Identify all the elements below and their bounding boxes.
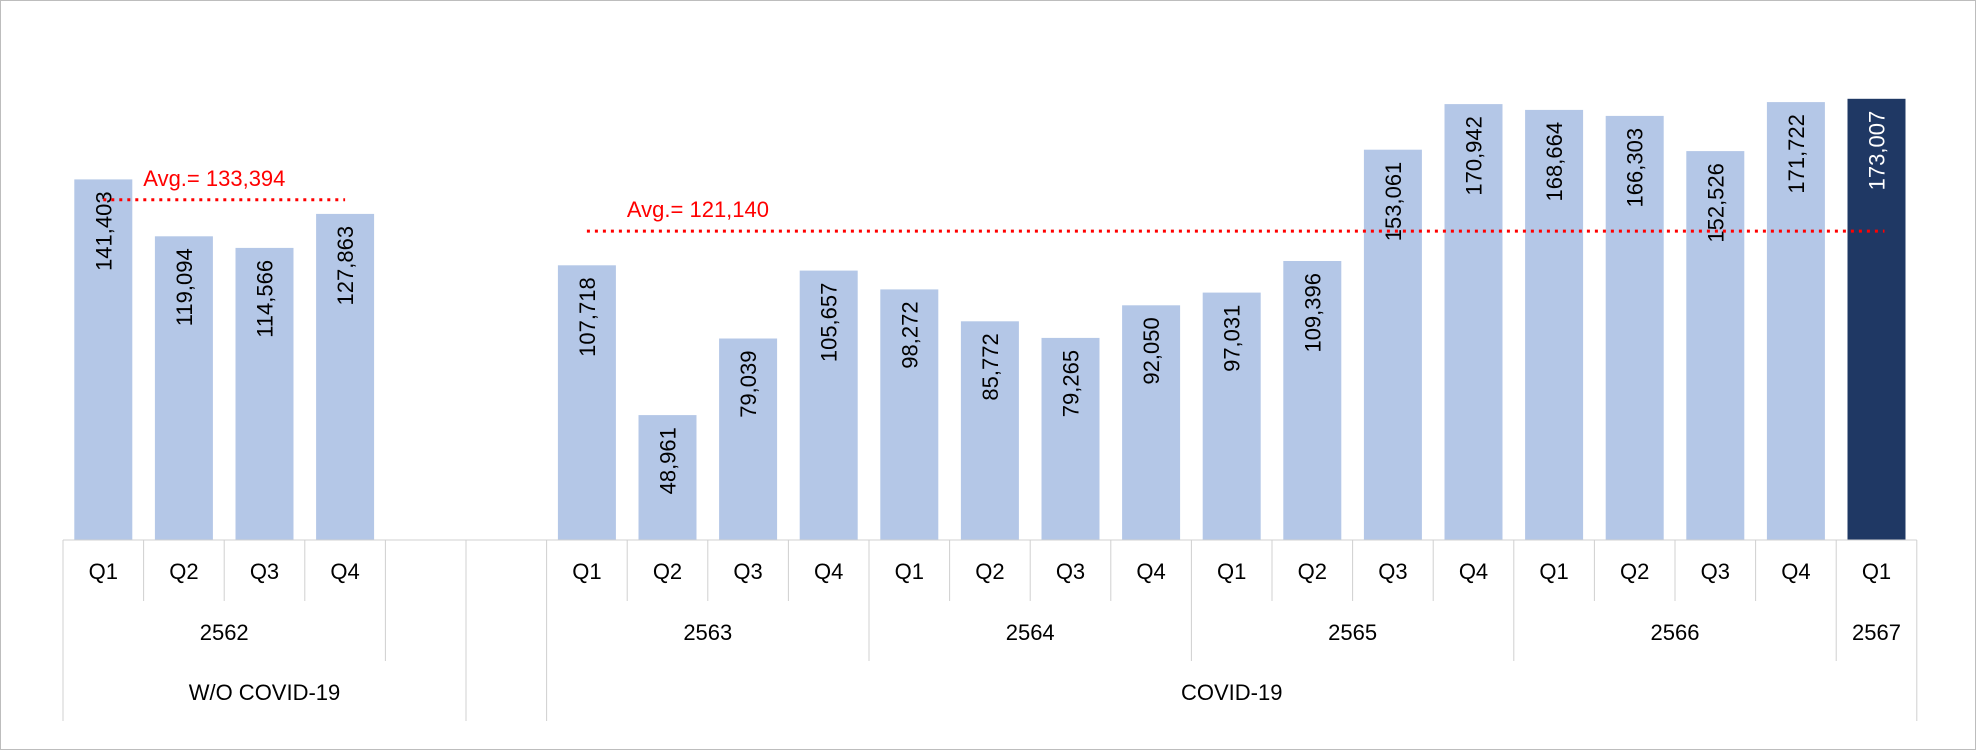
year-label-2564: 2564 xyxy=(1006,620,1055,645)
bar-2563-q3 xyxy=(719,338,778,540)
quarter-tick-label-2565-q3: Q3 xyxy=(1378,559,1407,584)
bar-2564-q4 xyxy=(1122,305,1181,540)
bar-value-label-2566-q3: 152,526 xyxy=(1703,163,1728,243)
bar-2563-q1 xyxy=(557,265,616,540)
avg-label-covid-19: Avg.= 121,140 xyxy=(627,197,769,222)
quarter-tick-label-2566-q3: Q3 xyxy=(1701,559,1730,584)
year-label-2567: 2567 xyxy=(1852,620,1901,645)
quarter-tick-label-2566-q1: Q1 xyxy=(1539,559,1568,584)
quarter-tick-label-2564-q1: Q1 xyxy=(895,559,924,584)
bar-value-label-2563-q1: 107,718 xyxy=(575,277,600,357)
bar-value-label-2565-q4: 170,942 xyxy=(1462,116,1487,196)
avg-label-w-o-covid-19: Avg.= 133,394 xyxy=(143,166,285,191)
bar-2567-q1 xyxy=(1847,98,1906,541)
quarter-tick-label-2564-q3: Q3 xyxy=(1056,559,1085,584)
quarter-tick-label-2565-q1: Q1 xyxy=(1217,559,1246,584)
category-axis-group: Q1 Q2 Q3 Q4 Q1 Q2 Q3 Q4 Q1 Q2 Q3 Q4 Q1 Q2 Q3 Q4 Q1 Q2 Q3 Q4… xyxy=(62,539,1918,721)
year-label-2566: 2566 xyxy=(1651,620,1700,645)
quarter-tick-label-2563-q1: Q1 xyxy=(572,559,601,584)
bar-2564-q3 xyxy=(1041,337,1100,540)
bars-group: 141,403 119,094 114,566 127,863 107,718 48,96… xyxy=(74,98,1906,541)
bar-value-label-2566-q1: 168,664 xyxy=(1542,122,1567,202)
quarter-tick-label-2565-q4: Q4 xyxy=(1459,559,1488,584)
quarter-tick-label-2563-q4: Q4 xyxy=(814,559,843,584)
year-label-2562: 2562 xyxy=(200,620,249,645)
bar-value-label-2563-q3: 79,039 xyxy=(736,351,761,418)
bar-value-label-2566-q4: 171,722 xyxy=(1784,114,1809,194)
bar-value-label-2562-q3: 114,566 xyxy=(253,260,278,338)
bar-2566-q1 xyxy=(1525,109,1584,541)
bar-2566-q4 xyxy=(1766,102,1825,540)
quarter-tick-label-2565-q2: Q2 xyxy=(1298,559,1327,584)
bar-value-label-2563-q2: 48,961 xyxy=(656,427,681,494)
bar-2562-q2 xyxy=(154,236,213,541)
bar-2565-q2 xyxy=(1283,261,1342,540)
bar-2565-q1 xyxy=(1202,292,1261,540)
bar-value-label-2562-q2: 119,094 xyxy=(172,248,197,326)
quarter-tick-label-2562-q3: Q3 xyxy=(250,559,279,584)
bar-2564-q2 xyxy=(960,321,1019,540)
period-label-w-o-covid-19: W/O COVID-19 xyxy=(189,680,341,705)
quarter-tick-label-2562-q1: Q1 xyxy=(89,559,118,584)
quarter-tick-label-2562-q2: Q2 xyxy=(169,559,198,584)
average-lines-group: Avg.= 133,394 Avg.= 121,140 xyxy=(103,166,1885,233)
bar-value-label-2566-q2: 166,303 xyxy=(1623,128,1648,208)
bar-value-label-2564-q3: 79,265 xyxy=(1059,350,1084,417)
bar-2562-q1 xyxy=(74,179,133,540)
bar-value-label-2564-q2: 85,772 xyxy=(978,333,1003,400)
bar-value-label-2567-q1: 173,007 xyxy=(1865,111,1890,191)
bar-2564-q1 xyxy=(880,289,939,540)
quarter-tick-label-2566-q2: Q2 xyxy=(1620,559,1649,584)
bar-2563-q4 xyxy=(799,270,858,540)
quarter-tick-label-2563-q2: Q2 xyxy=(653,559,682,584)
bar-value-label-2565-q1: 97,031 xyxy=(1220,305,1245,372)
year-label-2565: 2565 xyxy=(1328,620,1377,645)
bar-2565-q3 xyxy=(1363,149,1422,540)
quarter-tick-label-2562-q4: Q4 xyxy=(330,559,359,584)
period-label-covid-19: COVID-19 xyxy=(1181,680,1282,705)
quarter-tick-label-2566-q4: Q4 xyxy=(1781,559,1810,584)
bar-value-label-2563-q4: 105,657 xyxy=(817,283,842,363)
bar-2566-q3 xyxy=(1686,151,1745,540)
bar-2566-q2 xyxy=(1605,115,1664,541)
bar-2565-q4 xyxy=(1444,104,1503,540)
quarter-tick-label-2567-q1: Q1 xyxy=(1862,559,1891,584)
quarter-tick-label-2563-q3: Q3 xyxy=(733,559,762,584)
bar-value-label-2562-q1: 141,403 xyxy=(91,191,116,271)
bar-2563-q2 xyxy=(638,415,697,540)
bar-value-label-2565-q2: 109,396 xyxy=(1300,273,1325,353)
bar-2562-q4 xyxy=(316,213,375,540)
quarter-tick-label-2564-q2: Q2 xyxy=(975,559,1004,584)
bar-value-label-2564-q1: 98,272 xyxy=(897,301,922,368)
year-label-2563: 2563 xyxy=(683,620,732,645)
bar-value-label-2564-q4: 92,050 xyxy=(1139,317,1164,384)
bar-value-label-2565-q3: 153,061 xyxy=(1381,162,1406,242)
quarter-tick-label-2564-q4: Q4 xyxy=(1136,559,1165,584)
bar-value-label-2562-q4: 127,863 xyxy=(333,226,358,306)
bar-2562-q3 xyxy=(235,247,294,540)
